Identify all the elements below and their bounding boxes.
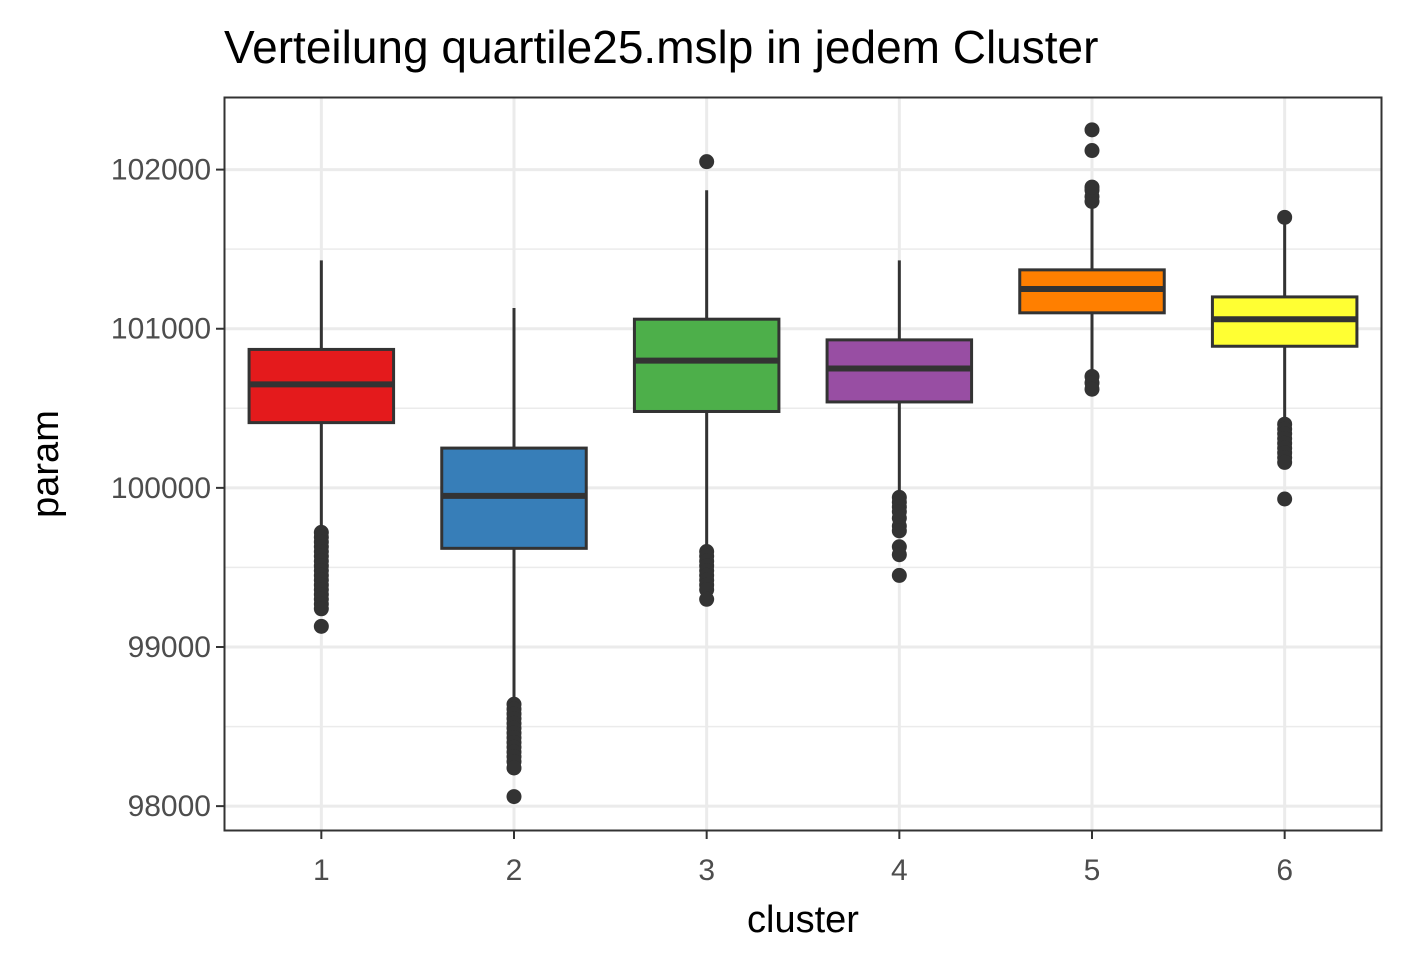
outlier-point	[699, 591, 715, 607]
outlier-point	[891, 547, 907, 563]
outlier-point	[506, 760, 522, 776]
box-plots	[247, 122, 1359, 805]
outlier-point	[1084, 381, 1100, 397]
x-tick-label: 1	[313, 854, 330, 887]
iqr-box	[632, 317, 781, 413]
chart-title: Verteilung quartile25.mslp in jedem Clus…	[224, 21, 1098, 73]
outlier-point	[313, 601, 329, 617]
axes: 98000 99000 100000 101000 102000 1 2 3 4 5 6	[111, 154, 1293, 887]
box-cluster-5	[1018, 122, 1166, 397]
outlier-point	[1277, 209, 1293, 225]
outlier-point	[699, 154, 715, 170]
outlier-point	[891, 523, 907, 539]
grid-lines	[225, 98, 1381, 830]
outlier-point	[1084, 122, 1100, 138]
outlier-point	[313, 618, 329, 634]
y-tick-label: 101000	[111, 313, 211, 346]
x-tick-label: 6	[1276, 854, 1293, 887]
y-tick-label: 99000	[128, 631, 211, 664]
box-cluster-4	[825, 260, 974, 583]
box-cluster-1	[247, 260, 396, 634]
y-tick-label: 100000	[111, 472, 211, 505]
box-cluster-2	[440, 308, 588, 805]
outlier-point	[1277, 491, 1293, 507]
y-tick-label: 102000	[111, 154, 211, 187]
x-tick-label: 2	[506, 854, 523, 887]
outlier-point	[1277, 454, 1293, 470]
outlier-point	[506, 789, 522, 805]
y-tick-label: 98000	[128, 790, 211, 823]
x-tick-label: 3	[698, 854, 715, 887]
outlier-point	[1084, 143, 1100, 159]
outlier-point	[1084, 179, 1100, 195]
x-axis-title: cluster	[747, 899, 859, 941]
box-cluster-3	[632, 154, 781, 607]
outlier-point	[891, 567, 907, 583]
x-tick-label: 4	[891, 854, 908, 887]
y-axis-title: param	[25, 410, 67, 518]
box-cluster-6	[1210, 209, 1359, 507]
plot-panel-border	[223, 96, 1383, 832]
x-tick-label: 5	[1084, 854, 1101, 887]
